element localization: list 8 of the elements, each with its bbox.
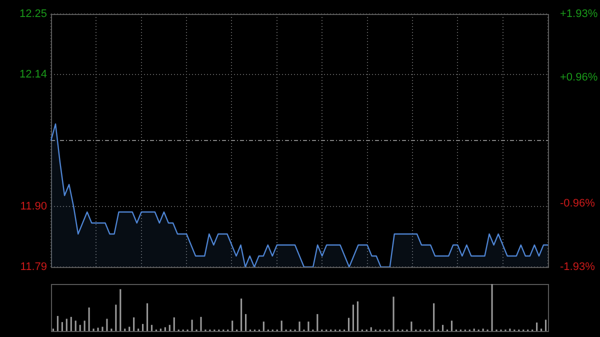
y-tick-label: 12.14 [19,68,47,81]
y-tick-label: 11.79 [20,261,47,274]
y2-tick-label: -1.93% [560,261,596,274]
y2-tick-label: -0.96% [560,197,596,210]
y2-tick-label: +0.96% [560,72,598,84]
y-tick-label: 12.25 [19,8,47,20]
y2-tick-label: +1.93% [560,8,598,20]
y-tick-label: 11.90 [20,200,47,213]
